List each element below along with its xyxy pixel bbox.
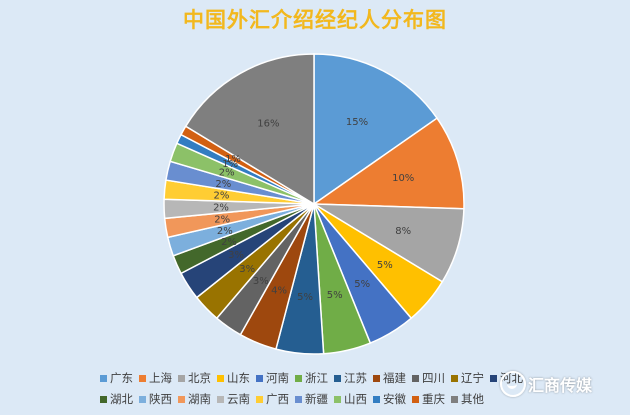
legend-label: 福建	[383, 371, 406, 385]
pie-slice-21	[184, 53, 315, 206]
legend-swatch	[295, 374, 302, 382]
legend-swatch	[295, 395, 302, 403]
watermark-text: 汇商传媒	[528, 376, 593, 395]
pie-label-21: 16%	[257, 119, 279, 130]
legend-swatch	[178, 374, 185, 382]
legend-label: 广西	[266, 392, 289, 406]
legend-swatch	[412, 374, 419, 382]
pie-label-4: 5%	[377, 260, 393, 271]
legend-swatch	[256, 374, 263, 382]
legend-item: 河南	[256, 370, 289, 386]
pie-label-14: 2%	[214, 214, 230, 225]
legend-swatch	[490, 374, 497, 382]
legend-label: 河南	[266, 371, 289, 385]
pie-label-8: 4%	[271, 286, 287, 297]
legend-item: 新疆	[295, 391, 328, 407]
legend-item: 云南	[217, 391, 250, 407]
legend-swatch	[100, 374, 107, 382]
legend-item: 其他	[451, 391, 484, 407]
legend-swatch	[451, 374, 458, 382]
pie-label-16: 2%	[213, 191, 229, 202]
legend-label: 山东	[227, 371, 250, 385]
legend-label: 江苏	[344, 371, 367, 385]
legend-item: 辽宁	[451, 370, 484, 386]
pie-slices	[163, 53, 465, 355]
legend-row-2: 湖北 陕西 湖南 云南 广西 新疆 山西 安徽 重庆 其他	[100, 391, 490, 407]
legend-label: 陕西	[149, 392, 172, 406]
legend-item: 山东	[217, 370, 250, 386]
legend-label: 重庆	[422, 392, 445, 406]
pie-label-6: 5%	[327, 290, 343, 301]
legend-swatch	[100, 395, 107, 403]
legend-label: 其他	[461, 392, 484, 406]
pie-label-18: 2%	[219, 167, 235, 178]
legend-swatch	[334, 374, 341, 382]
pie-label-15: 2%	[213, 203, 229, 214]
legend-item: 江苏	[334, 370, 367, 386]
pie-label-10: 3%	[239, 264, 255, 275]
legend-item: 上海	[139, 370, 172, 386]
legend-item: 湖北	[100, 391, 133, 407]
legend-item: 浙江	[295, 370, 328, 386]
legend-item: 广东	[100, 370, 133, 386]
legend-swatch	[451, 395, 458, 403]
pie-label-1: 15%	[346, 117, 368, 128]
pie-slice-1	[313, 53, 439, 206]
legend-item: 北京	[178, 370, 211, 386]
legend-row-1: 广东 上海 北京 山东 河南 浙江 江苏 福建 四川 辽宁 河北	[100, 370, 529, 386]
legend-item: 安徽	[373, 391, 406, 407]
legend-item: 广西	[256, 391, 289, 407]
legend-label: 四川	[422, 371, 445, 385]
pie-label-2: 10%	[392, 173, 414, 184]
legend-label: 湖北	[110, 392, 133, 406]
legend-item: 湖南	[178, 391, 211, 407]
legend-label: 山西	[344, 392, 367, 406]
legend-swatch	[256, 395, 263, 403]
pie-label-9: 3%	[253, 276, 269, 287]
legend-swatch	[373, 374, 380, 382]
legend-label: 湖南	[188, 392, 211, 406]
pie-label-7: 5%	[297, 292, 313, 303]
legend-item: 四川	[412, 370, 445, 386]
pie-label-19: 1%	[222, 159, 238, 170]
legend-item: 陕西	[139, 391, 172, 407]
legend-swatch	[412, 395, 419, 403]
pie-label-17: 2%	[215, 179, 231, 190]
legend-label: 新疆	[305, 392, 328, 406]
legend-swatch	[217, 395, 224, 403]
chart-title: 中国外汇介绍经纪人分布图	[183, 8, 447, 32]
pie-slice-2	[311, 117, 465, 210]
legend-label: 辽宁	[461, 371, 484, 385]
legend-item: 重庆	[412, 391, 445, 407]
legend-swatch	[139, 374, 146, 382]
watermark: 汇商传媒	[500, 371, 592, 397]
legend-swatch	[217, 374, 224, 382]
legend-swatch	[334, 395, 341, 403]
legend-label: 安徽	[383, 392, 406, 406]
legend-swatch	[139, 395, 146, 403]
legend-label: 广东	[110, 371, 133, 385]
legend-label: 上海	[149, 371, 172, 385]
watermark-logo-icon	[500, 371, 526, 397]
legend-label: 浙江	[305, 371, 328, 385]
pie-label-12: 2%	[221, 237, 237, 248]
legend-swatch	[178, 395, 185, 403]
pie-label-3: 8%	[395, 226, 411, 237]
pie-label-20: 1%	[225, 154, 241, 165]
legend-label: 北京	[188, 371, 211, 385]
legend-label: 云南	[227, 392, 250, 406]
legend-item: 山西	[334, 391, 367, 407]
pie-label-11: 3%	[228, 250, 244, 261]
pie-label-13: 2%	[217, 226, 233, 237]
pie-labels: 15%10%8%5%5%5%5%4%3%3%3%2%2%2%2%2%2%2%1%…	[213, 117, 414, 303]
legend-item: 福建	[373, 370, 406, 386]
legend-swatch	[373, 395, 380, 403]
pie-label-5: 5%	[354, 279, 370, 290]
